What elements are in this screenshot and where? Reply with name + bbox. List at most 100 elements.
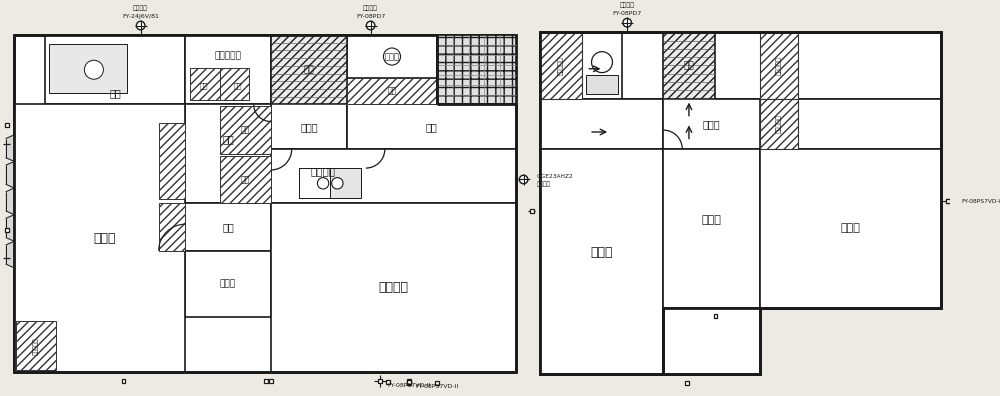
Text: FY-08PD7: FY-08PD7 [613,11,642,16]
Bar [347,78,437,105]
Bar [16,321,56,371]
Text: 玄関: 玄関 [426,122,437,132]
Bar [540,149,663,374]
Bar [685,381,689,385]
Text: トイレ: トイレ [384,52,399,61]
Bar [185,251,271,317]
Text: 洋室１: 洋室１ [93,232,116,245]
Bar [540,99,663,149]
Bar [435,381,439,385]
Bar [437,35,516,105]
Polygon shape [6,135,14,162]
Text: 押入: 押入 [241,175,250,184]
Text: FY-08PS7VD-II: FY-08PS7VD-II [415,384,459,389]
Text: 洋室４: 洋室４ [841,223,860,233]
Bar [586,75,618,94]
Circle shape [592,52,612,72]
Text: ローゼット: ローゼット [33,337,39,354]
Bar [663,308,760,374]
Bar [347,35,437,78]
Bar [45,35,185,105]
Bar [220,107,271,154]
Circle shape [317,177,329,189]
Circle shape [383,48,401,65]
Text: 洗面脱衣室: 洗面脱衣室 [215,51,241,61]
Bar [540,32,715,374]
Circle shape [519,175,528,184]
Bar [530,209,534,213]
Text: 物入: 物入 [241,126,250,135]
Text: （常時）: （常時） [620,3,635,8]
Polygon shape [6,188,14,215]
Bar [299,168,361,198]
Bar [386,380,390,384]
Text: ローゼット: ローゼット [776,56,782,75]
Bar [715,99,941,308]
Bar [14,105,185,372]
Bar [663,32,715,99]
Text: リビング: リビング [378,281,408,294]
Text: 階段: 階段 [684,61,694,70]
Text: FY-08PS7VD-II: FY-08PS7VD-II [387,383,430,388]
Text: 階段: 階段 [303,65,314,74]
Bar [542,34,713,372]
Circle shape [84,60,103,79]
Bar [715,32,941,308]
Text: 物入: 物入 [387,87,397,96]
Bar [663,99,760,149]
Bar [190,69,220,100]
Bar [540,99,715,374]
Bar [271,203,516,372]
Bar [663,149,760,308]
Bar [185,35,271,105]
Text: キッチン: キッチン [311,166,336,176]
Text: 床の間: 床の間 [220,280,236,289]
Circle shape [623,19,631,27]
Bar [760,32,798,99]
Bar [716,34,939,306]
Bar [5,228,9,232]
Text: 浴室: 浴室 [109,88,121,98]
Polygon shape [6,162,14,188]
Bar [159,203,185,251]
Bar [582,32,622,99]
Text: ホール: ホール [300,122,318,132]
Text: （常時）: （常時） [133,6,148,11]
Text: ホール: ホール [703,119,721,129]
Bar [946,200,950,203]
Text: 和室: 和室 [222,222,234,232]
Bar [760,149,941,308]
Bar [271,149,516,203]
Circle shape [136,21,145,30]
Polygon shape [6,215,14,241]
Bar [540,32,941,99]
Bar [271,105,347,149]
Text: 洋室２: 洋室２ [590,246,613,259]
Circle shape [366,21,375,30]
Bar [407,380,411,384]
Text: ローゼット: ローゼット [558,56,563,75]
Bar [220,69,249,100]
Polygon shape [6,241,14,268]
Bar [663,308,760,374]
Text: OGE23AHZ2: OGE23AHZ2 [537,174,574,179]
Bar [5,124,9,127]
Bar [714,314,717,318]
Bar [185,105,271,203]
Text: 仏間: 仏間 [222,134,234,144]
Bar [271,35,347,105]
Bar [220,156,271,203]
Bar [378,379,382,383]
Text: 物入: 物入 [200,82,209,89]
Bar [798,32,941,99]
Bar [407,379,411,383]
Text: ローゼット: ローゼット [776,114,782,133]
Bar [264,379,268,383]
Text: 物入: 物入 [233,82,242,89]
Bar [663,308,760,374]
Text: FY-08PS7VD-W: FY-08PS7VD-W [962,199,1000,204]
Text: （局所）: （局所） [363,6,378,11]
Bar [540,32,582,99]
Circle shape [332,177,343,189]
Bar [269,379,273,383]
